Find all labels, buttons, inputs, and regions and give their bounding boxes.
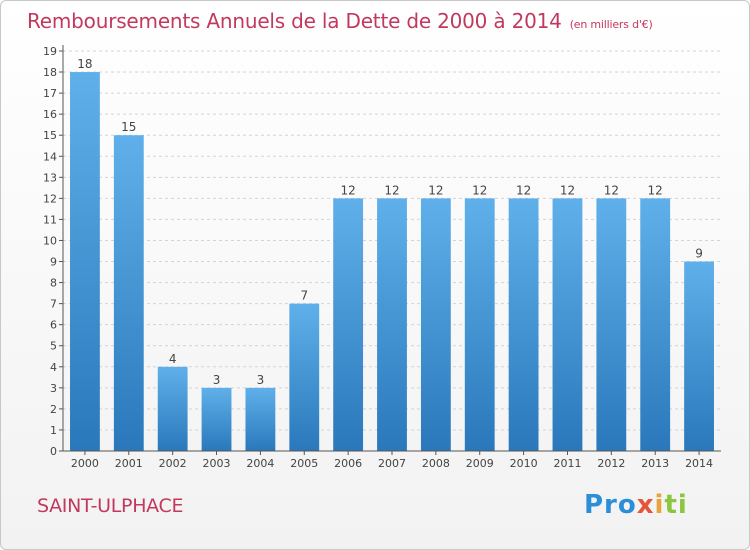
bar-2007 <box>377 198 407 451</box>
y-tick-label-6: 6 <box>50 319 57 332</box>
value-label-2008: 12 <box>428 183 443 197</box>
bar-2003 <box>201 387 232 451</box>
y-tick-label-7: 7 <box>50 298 57 311</box>
x-tick-label-2010: 2010 <box>510 457 538 470</box>
bar-2004 <box>245 387 276 451</box>
chart-title: Remboursements Annuels de la Dette de 20… <box>27 9 653 33</box>
commune-name: SAINT-ULPHACE <box>37 495 184 517</box>
y-tick-label-5: 5 <box>50 340 57 353</box>
x-tick-label-2009: 2009 <box>466 457 494 470</box>
x-tick-label-2002: 2002 <box>159 457 187 470</box>
bar-2000 <box>70 72 100 451</box>
y-tick-label-17: 17 <box>43 87 57 100</box>
bar-2011 <box>552 198 583 451</box>
y-tick-label-8: 8 <box>50 277 57 290</box>
y-tick-label-11: 11 <box>43 213 57 226</box>
y-tick-label-2: 2 <box>50 403 57 416</box>
x-tick-label-2000: 2000 <box>71 457 99 470</box>
value-label-2005: 7 <box>300 289 308 303</box>
x-tick-label-2001: 2001 <box>115 457 143 470</box>
x-tick-label-2012: 2012 <box>597 457 625 470</box>
chart-title-text: Remboursements Annuels de la Dette de 20… <box>27 9 562 33</box>
bar-2008 <box>420 198 451 451</box>
proxiti-logo: Proxiti <box>584 490 688 520</box>
x-tick-label-2011: 2011 <box>553 457 581 470</box>
y-tick-label-16: 16 <box>43 108 57 121</box>
y-tick-label-10: 10 <box>43 234 57 247</box>
bar-2013 <box>640 198 671 451</box>
chart-unit: (en milliers d'€) <box>569 18 653 31</box>
bar-2006 <box>333 198 364 451</box>
x-tick-label-2008: 2008 <box>422 457 450 470</box>
value-label-2002: 4 <box>169 352 177 366</box>
y-tick-label-3: 3 <box>50 382 57 395</box>
value-label-2013: 12 <box>648 183 663 197</box>
value-label-2001: 15 <box>121 120 136 134</box>
value-label-2000: 18 <box>77 57 92 71</box>
bar-2002 <box>157 366 188 451</box>
y-tick-label-13: 13 <box>43 171 57 184</box>
y-tick-label-18: 18 <box>43 66 57 79</box>
y-tick-label-9: 9 <box>50 256 57 269</box>
logo-part-3: i <box>654 490 665 520</box>
bar-2010 <box>508 198 539 451</box>
y-tick-label-12: 12 <box>43 192 57 205</box>
logo-part-1: Pro <box>584 490 637 520</box>
x-tick-label-2014: 2014 <box>685 457 713 470</box>
x-tick-label-2004: 2004 <box>246 457 274 470</box>
x-tick-label-2005: 2005 <box>290 457 318 470</box>
value-label-2003: 3 <box>213 373 221 387</box>
y-tick-label-14: 14 <box>43 150 57 163</box>
value-label-2004: 3 <box>257 373 265 387</box>
x-tick-label-2013: 2013 <box>641 457 669 470</box>
value-label-2010: 12 <box>516 183 531 197</box>
x-tick-label-2003: 2003 <box>203 457 231 470</box>
bar-2001 <box>113 135 144 452</box>
x-tick-label-2007: 2007 <box>378 457 406 470</box>
y-tick-label-1: 1 <box>50 424 57 437</box>
bar-2014 <box>684 261 714 451</box>
value-label-2009: 12 <box>472 183 487 197</box>
logo-part-2: x <box>636 490 655 520</box>
x-tick-label-2006: 2006 <box>334 457 362 470</box>
bar-2005 <box>289 303 320 451</box>
y-tick-label-0: 0 <box>50 445 57 458</box>
bar-2009 <box>464 198 495 451</box>
y-tick-label-15: 15 <box>43 129 57 142</box>
value-label-2014: 9 <box>695 247 703 261</box>
value-label-2007: 12 <box>384 183 399 197</box>
y-tick-label-4: 4 <box>50 361 57 374</box>
value-label-2006: 12 <box>340 183 355 197</box>
logo-part-4: ti <box>664 490 688 520</box>
y-tick-label-19: 19 <box>43 45 57 58</box>
value-label-2011: 12 <box>560 183 575 197</box>
value-label-2012: 12 <box>604 183 619 197</box>
bar-2012 <box>596 198 627 451</box>
